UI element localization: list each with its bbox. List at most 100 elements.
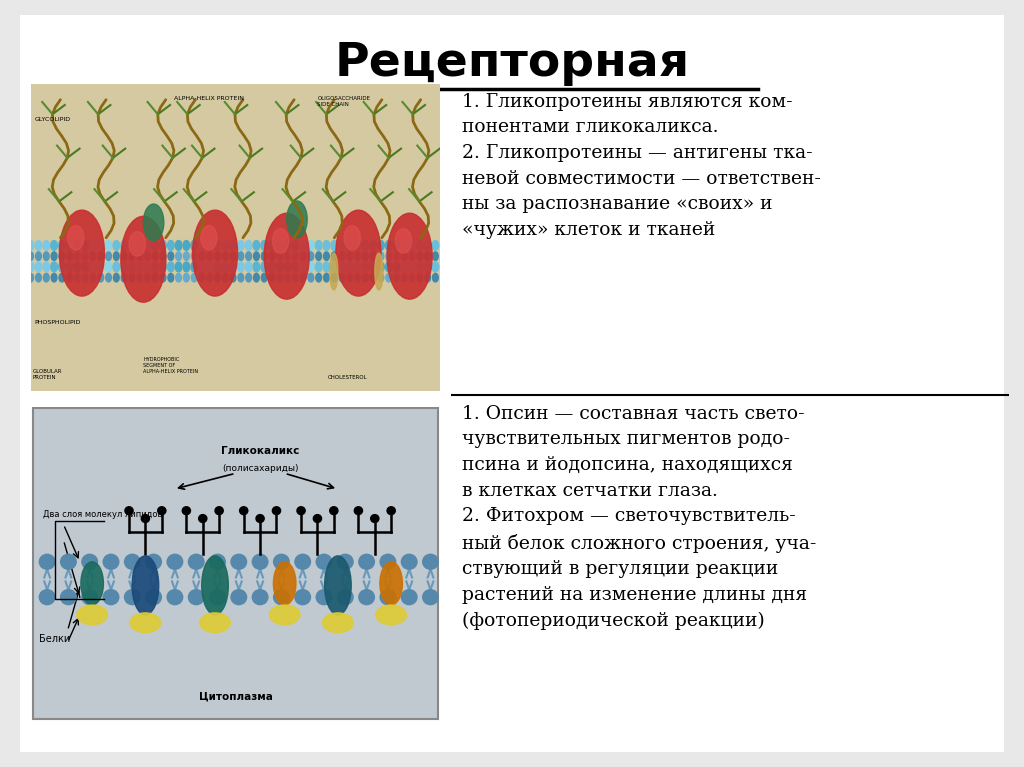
Circle shape (268, 262, 275, 272)
Circle shape (308, 252, 313, 261)
Circle shape (409, 241, 416, 250)
Circle shape (152, 241, 159, 250)
Text: 1. Гликопротеины являются ком-
понентами гликокаликса.
2. Гликопротеины — антиге: 1. Гликопротеины являются ком- понентами… (462, 93, 820, 239)
Circle shape (222, 252, 228, 261)
Circle shape (167, 555, 182, 569)
Circle shape (129, 262, 135, 272)
Circle shape (114, 273, 119, 282)
Circle shape (98, 273, 103, 282)
Text: Гликокаликс: Гликокаликс (221, 446, 299, 456)
Circle shape (300, 252, 306, 261)
Circle shape (295, 555, 310, 569)
Circle shape (432, 273, 438, 282)
Circle shape (90, 252, 96, 261)
Circle shape (144, 252, 151, 261)
Ellipse shape (287, 201, 307, 238)
Circle shape (273, 590, 289, 604)
Circle shape (67, 252, 73, 261)
Circle shape (144, 262, 151, 272)
Ellipse shape (330, 253, 338, 290)
Ellipse shape (59, 210, 104, 296)
Circle shape (175, 241, 182, 250)
Ellipse shape (395, 229, 412, 253)
Circle shape (199, 515, 207, 522)
Circle shape (272, 507, 281, 515)
Circle shape (240, 507, 248, 515)
Circle shape (199, 241, 205, 250)
Circle shape (43, 262, 49, 272)
Circle shape (378, 252, 384, 261)
Circle shape (36, 273, 41, 282)
Circle shape (324, 273, 330, 282)
Circle shape (354, 252, 360, 261)
Circle shape (90, 273, 96, 282)
Circle shape (35, 241, 42, 250)
Circle shape (386, 252, 391, 261)
Ellipse shape (130, 613, 161, 633)
Ellipse shape (264, 213, 309, 299)
Circle shape (188, 590, 204, 604)
Ellipse shape (323, 613, 353, 633)
Circle shape (315, 273, 322, 282)
Circle shape (43, 273, 49, 282)
Circle shape (51, 241, 57, 250)
Circle shape (97, 241, 104, 250)
Circle shape (103, 555, 119, 569)
Circle shape (153, 273, 158, 282)
Circle shape (121, 262, 127, 272)
Circle shape (432, 262, 438, 272)
Circle shape (273, 555, 289, 569)
Circle shape (253, 241, 260, 250)
Ellipse shape (376, 605, 407, 624)
Circle shape (324, 252, 330, 261)
Circle shape (74, 241, 81, 250)
Circle shape (144, 273, 151, 282)
Circle shape (114, 252, 119, 261)
Circle shape (330, 507, 338, 515)
Circle shape (293, 252, 298, 261)
Circle shape (129, 252, 135, 261)
Circle shape (199, 273, 205, 282)
Circle shape (424, 241, 431, 250)
Circle shape (339, 252, 345, 261)
Circle shape (176, 273, 181, 282)
Circle shape (199, 252, 205, 261)
Circle shape (238, 252, 244, 261)
Circle shape (338, 590, 353, 604)
Circle shape (207, 273, 213, 282)
Circle shape (59, 273, 65, 282)
Ellipse shape (121, 216, 166, 302)
Circle shape (362, 252, 369, 261)
Circle shape (253, 262, 260, 272)
Circle shape (230, 252, 236, 261)
Circle shape (58, 241, 66, 250)
Circle shape (332, 273, 337, 282)
Ellipse shape (129, 232, 145, 256)
Ellipse shape (200, 613, 230, 633)
Circle shape (160, 252, 166, 261)
Circle shape (285, 273, 291, 282)
Circle shape (105, 241, 112, 250)
Circle shape (339, 262, 345, 272)
Circle shape (125, 555, 140, 569)
Circle shape (145, 555, 162, 569)
Circle shape (410, 252, 415, 261)
Text: PHOSPHOLIPID: PHOSPHOLIPID (35, 320, 81, 324)
Circle shape (385, 241, 392, 250)
Circle shape (362, 273, 369, 282)
Circle shape (121, 241, 127, 250)
Circle shape (354, 262, 360, 272)
Circle shape (215, 507, 223, 515)
Circle shape (339, 241, 345, 250)
Circle shape (246, 262, 252, 272)
Circle shape (261, 273, 267, 282)
Circle shape (269, 273, 274, 282)
Circle shape (35, 262, 42, 272)
Circle shape (393, 273, 399, 282)
Circle shape (380, 590, 395, 604)
Circle shape (28, 262, 34, 272)
Circle shape (67, 262, 73, 272)
Circle shape (136, 241, 143, 250)
Circle shape (129, 273, 135, 282)
Circle shape (125, 507, 133, 515)
